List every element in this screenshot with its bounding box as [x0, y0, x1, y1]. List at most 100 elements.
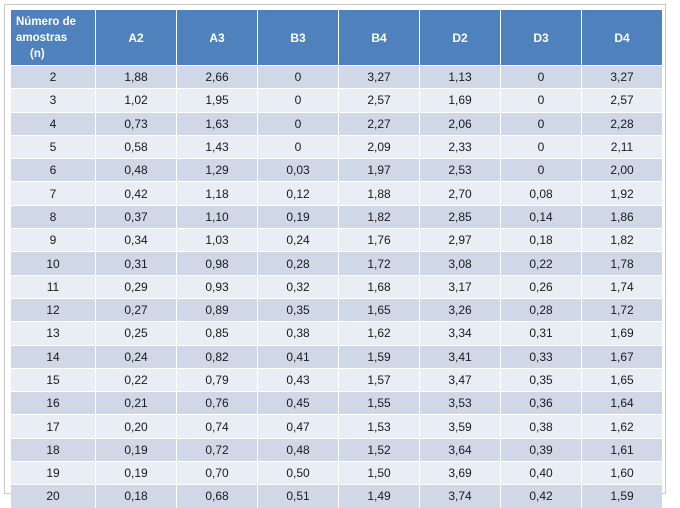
cell-b3: 0 [258, 111, 339, 135]
cell-b3: 0,35 [258, 297, 339, 322]
cell-a2: 0,27 [96, 297, 177, 322]
header-sample-size-line3: (n) [30, 47, 45, 60]
table-row: 4 0,73 1,63 0 2,27 2,06 0 2,28 [11, 111, 662, 135]
cell-n: 16 [11, 391, 96, 415]
cell-n: 11 [11, 274, 96, 298]
cell-d2: 2,53 [420, 158, 501, 182]
cell-d2: 2,06 [420, 111, 501, 135]
cell-a3: 0,98 [177, 251, 258, 275]
table-row: 11 0,29 0,93 0,32 1,68 3,17 0,26 1,74 [11, 274, 662, 298]
cell-a2: 0,31 [96, 251, 177, 275]
cell-d4: 1,74 [582, 274, 662, 298]
cell-n: 8 [11, 204, 96, 229]
cell-d3: 0 [501, 65, 582, 89]
cell-d4: 1,72 [582, 297, 662, 322]
cell-d4: 1,61 [582, 437, 662, 462]
cell-a2: 0,18 [96, 484, 177, 508]
header-b3: B3 [258, 10, 339, 65]
table-row: 2 1,88 2,66 0 3,27 1,13 0 3,27 [11, 65, 662, 89]
cell-d3: 0,14 [501, 204, 582, 229]
cell-a2: 0,73 [96, 111, 177, 135]
cell-d2: 3,53 [420, 391, 501, 415]
cell-a2: 0,58 [96, 134, 177, 159]
header-sample-size: Número de amostras (n) [11, 10, 96, 65]
header-sample-size-line2: amostras [16, 31, 68, 44]
table-row: 15 0,22 0,79 0,43 1,57 3,47 0,35 1,65 [11, 367, 662, 392]
cell-a3: 0,70 [177, 461, 258, 485]
cell-n: 7 [11, 181, 96, 205]
cell-n: 14 [11, 344, 96, 368]
cell-d3: 0,18 [501, 228, 582, 252]
cell-b3: 0 [258, 88, 339, 112]
cell-a3: 0,72 [177, 437, 258, 462]
cell-d4: 1,67 [582, 344, 662, 368]
cell-a2: 0,48 [96, 158, 177, 182]
cell-d2: 1,13 [420, 65, 501, 89]
cell-a3: 0,89 [177, 297, 258, 322]
cell-n: 5 [11, 134, 96, 159]
cell-d4: 2,57 [582, 88, 662, 112]
cell-a3: 1,03 [177, 228, 258, 252]
cell-b4: 1,76 [339, 228, 420, 252]
cell-d2: 2,33 [420, 134, 501, 159]
cell-n: 18 [11, 437, 96, 462]
cell-d4: 1,86 [582, 204, 662, 229]
cell-d2: 3,59 [420, 414, 501, 438]
cell-a2: 0,19 [96, 437, 177, 462]
cell-b4: 2,57 [339, 88, 420, 112]
cell-n: 2 [11, 65, 96, 89]
cell-a2: 0,29 [96, 274, 177, 298]
cell-d3: 0 [501, 88, 582, 112]
cell-b4: 1,65 [339, 297, 420, 322]
cell-n: 20 [11, 484, 96, 508]
cell-d2: 2,85 [420, 204, 501, 229]
cell-b3: 0,19 [258, 204, 339, 229]
cell-b3: 0,32 [258, 274, 339, 298]
table-row: 7 0,42 1,18 0,12 1,88 2,70 0,08 1,92 [11, 181, 662, 205]
cell-b4: 1,82 [339, 204, 420, 229]
cell-b3: 0,43 [258, 367, 339, 392]
cell-a2: 0,24 [96, 344, 177, 368]
cell-a3: 0,79 [177, 367, 258, 392]
cell-d4: 1,65 [582, 367, 662, 392]
cell-d2: 3,34 [420, 321, 501, 345]
header-d4: D4 [582, 10, 662, 65]
cell-d3: 0,38 [501, 414, 582, 438]
cell-d2: 3,26 [420, 297, 501, 322]
cell-b4: 1,59 [339, 344, 420, 368]
cell-d3: 0,26 [501, 274, 582, 298]
cell-d3: 0 [501, 134, 582, 159]
table-row: 10 0,31 0,98 0,28 1,72 3,08 0,22 1,78 [11, 251, 662, 275]
cell-d4: 1,59 [582, 484, 662, 508]
cell-n: 10 [11, 251, 96, 275]
cell-n: 12 [11, 297, 96, 322]
cell-b4: 2,09 [339, 134, 420, 159]
cell-a2: 0,25 [96, 321, 177, 345]
cell-b3: 0,51 [258, 484, 339, 508]
cell-a2: 0,21 [96, 391, 177, 415]
cell-d3: 0,31 [501, 321, 582, 345]
cell-a2: 0,37 [96, 204, 177, 229]
cell-n: 4 [11, 111, 96, 135]
table-frame: Número de amostras (n) A2 A3 B3 B4 D2 D3… [4, 4, 666, 508]
cell-b4: 1,50 [339, 461, 420, 485]
cell-d3: 0,35 [501, 367, 582, 392]
cell-a2: 0,34 [96, 228, 177, 252]
cell-b3: 0,48 [258, 437, 339, 462]
cell-d3: 0,08 [501, 181, 582, 205]
header-a3: A3 [177, 10, 258, 65]
cell-b4: 1,97 [339, 158, 420, 182]
cell-d2: 3,69 [420, 461, 501, 485]
cell-d2: 2,70 [420, 181, 501, 205]
table-row: 17 0,20 0,74 0,47 1,53 3,59 0,38 1,62 [11, 414, 662, 438]
cell-b3: 0,03 [258, 158, 339, 182]
cell-a3: 0,74 [177, 414, 258, 438]
cell-b4: 1,52 [339, 437, 420, 462]
header-d3: D3 [501, 10, 582, 65]
cell-n: 19 [11, 461, 96, 485]
cell-d3: 0,22 [501, 251, 582, 275]
cell-n: 9 [11, 228, 96, 252]
cell-a3: 1,29 [177, 158, 258, 182]
cell-b4: 3,27 [339, 65, 420, 89]
cell-d3: 0,28 [501, 297, 582, 322]
